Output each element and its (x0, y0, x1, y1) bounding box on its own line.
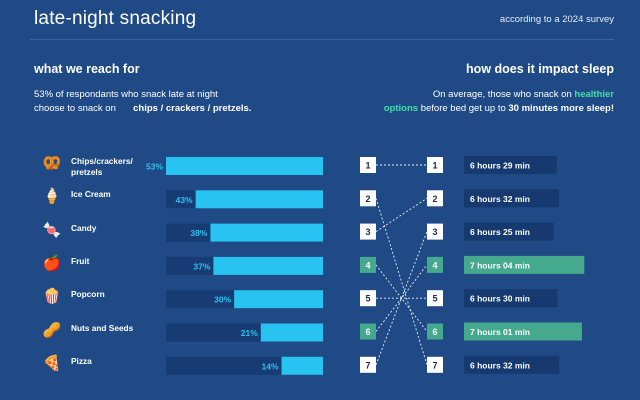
bar (210, 223, 323, 242)
connector-line (375, 198, 428, 365)
popcorn-icon: 🍿 (42, 288, 62, 306)
rank-box (360, 157, 376, 173)
rank-label: 6 (432, 327, 437, 337)
bar (281, 356, 323, 375)
bar (213, 256, 323, 275)
category-label: Fruit (71, 255, 90, 266)
header-divider (30, 39, 614, 40)
rank-label: 7 (432, 360, 437, 370)
rank-label: 7 (365, 360, 370, 370)
rank-label: 6 (365, 327, 370, 337)
data-label: 38% (190, 228, 207, 238)
sleep-bar (464, 322, 582, 341)
data-label: 14% (262, 361, 279, 371)
sleep-bar (464, 289, 558, 308)
rank-box (360, 223, 376, 240)
rank-label: 1 (432, 161, 437, 171)
bar (260, 323, 323, 342)
right-desc-accent1: healthier (574, 89, 614, 100)
rank-label: 2 (365, 194, 370, 204)
left-description: 53% of respondants who snack late at nig… (34, 88, 251, 116)
data-label: 43% (176, 195, 193, 205)
rank-box (427, 256, 443, 273)
sleep-bar (464, 189, 560, 208)
bar (195, 190, 323, 209)
left-desc-highlight: chips / crackers / pretzels. (133, 103, 252, 114)
rank-box (427, 290, 443, 307)
rank-label: 2 (432, 194, 437, 204)
sleep-bar (464, 156, 557, 174)
category-label: Candy (71, 222, 97, 233)
sleep-bar (464, 355, 560, 374)
rank-label: 1 (365, 161, 370, 171)
data-label: 53% (146, 162, 163, 172)
right-desc-prefix: On average, those who snack on (432, 89, 572, 100)
page-title: late-night snacking (34, 8, 197, 29)
right-desc-line2: options before bed get up to 30 minutes … (384, 102, 614, 116)
sleep-label: 6 hours 29 min (470, 161, 530, 171)
sleep-label: 6 hours 30 min (470, 294, 530, 304)
sleep-bar (464, 222, 554, 241)
right-desc-line1: On average, those who snack on healthier (384, 88, 614, 102)
rank-box (427, 190, 443, 207)
rank-box (360, 290, 376, 307)
right-desc-highlight: 30 minutes more sleep! (508, 103, 614, 114)
category-label: Nuts and Seeds (71, 322, 134, 333)
sleep-label: 7 hours 01 min (470, 327, 530, 337)
pizza-icon: 🍕 (42, 354, 62, 372)
sleep-label: 6 hours 32 min (470, 360, 530, 370)
rank-label: 4 (432, 260, 437, 270)
connector-line (375, 264, 428, 332)
sleep-label: 7 hours 04 min (470, 260, 530, 270)
right-desc-accent2: options (383, 103, 419, 114)
left-desc-line1: 53% of respondants who snack late at nig… (34, 89, 218, 100)
sleep-label: 6 hours 25 min (470, 227, 530, 237)
sleep-label: 6 hours 32 min (470, 194, 530, 204)
apple-icon: 🍎 (42, 254, 62, 272)
sleep-bar (464, 255, 585, 274)
rank-label: 3 (365, 227, 370, 237)
category-label: Ice Cream (71, 189, 111, 200)
rank-box (360, 323, 376, 340)
rank-box (427, 157, 443, 173)
rank-box (427, 323, 443, 340)
rank-box (360, 190, 376, 207)
peanut-icon: 🥜 (42, 321, 62, 339)
category-label: Popcorn (71, 289, 105, 300)
connector-line (375, 197, 428, 232)
left-desc-line2: choose to snack on chips / crackers / pr… (34, 102, 251, 116)
right-heading: how does it impact sleep (466, 62, 614, 76)
subtitle: according to a 2024 survey (499, 14, 614, 25)
rank-box (360, 256, 376, 273)
bar (166, 157, 323, 175)
data-label: 30% (214, 295, 231, 305)
left-heading: what we reach for (34, 62, 140, 76)
rank-label: 3 (432, 227, 437, 237)
ice-cream-icon: 🍦 (42, 188, 62, 206)
pretzel-icon: 🥨 (42, 155, 62, 172)
category-label: Pizza (71, 355, 92, 366)
rank-box (360, 356, 376, 373)
right-desc-mid: before bed get up to (420, 103, 506, 114)
candy-icon: 🍬 (42, 221, 62, 239)
bar (234, 290, 323, 309)
category-label: Chips/crackers/ pretzels (71, 156, 133, 177)
rank-box (427, 223, 443, 240)
data-label: 37% (193, 261, 210, 271)
left-desc-prefix: choose to snack on (34, 103, 116, 114)
rank-label: 5 (432, 294, 437, 304)
right-description: On average, those who snack on healthier… (384, 88, 614, 116)
rank-label: 4 (365, 260, 370, 270)
rank-box (427, 356, 443, 373)
data-label: 21% (241, 328, 258, 338)
rank-label: 5 (365, 294, 370, 304)
